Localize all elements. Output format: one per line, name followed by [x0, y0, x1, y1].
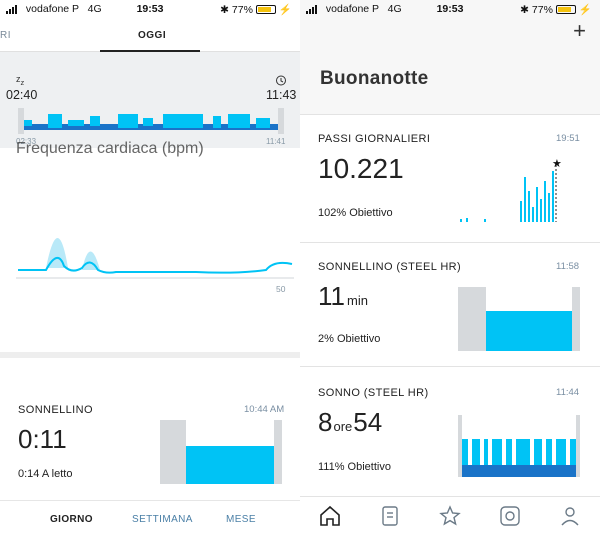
period-tabs: RI OGGI: [0, 22, 300, 52]
section-divider: [0, 352, 300, 358]
battery-percent: 77%: [231, 3, 253, 16]
sleep-start-time: 02:40: [6, 88, 38, 102]
sleep-zz-icon: zz: [16, 74, 25, 87]
nap-in-bed: 0:14 A letto: [18, 468, 73, 480]
sleep-hours-unit: ore: [333, 419, 353, 434]
right-screen: vodafone P 4G 19:53 ✱ 77% ⚡ + Buonanotte…: [300, 0, 600, 534]
sleep-label: SONNO (STEEL HR): [318, 387, 429, 399]
tab-previous[interactable]: RI: [0, 30, 11, 41]
sleep-axis-start: 02:33: [16, 137, 37, 146]
nap-chart: [458, 287, 580, 351]
star-icon[interactable]: [438, 504, 462, 528]
steps-card[interactable]: PASSI GIORNALIERI 19:51 10.221 102% Obie…: [300, 114, 600, 242]
nap-card[interactable]: SONNELLINO (STEEL HR) 11:58 11 min 2% Ob…: [300, 242, 600, 366]
sleep-band: zz 02:40 11:43 02:33 11:41: [0, 52, 300, 148]
charging-icon: ⚡: [278, 4, 292, 16]
battery-icon: [555, 5, 576, 14]
sleep-goal: 111% Obiettivo: [318, 461, 391, 473]
nap-chart: [160, 420, 282, 484]
nap-label: SONNELLINO: [18, 404, 93, 416]
bluetooth-icon: ✱: [520, 3, 529, 16]
goal-star-icon: ★: [552, 157, 562, 170]
nap-time: 11:58: [556, 261, 580, 272]
network-type: 4G: [387, 3, 402, 15]
tab-day[interactable]: GIORNO: [50, 514, 93, 525]
nap-time: 10:44 AM: [244, 404, 285, 415]
signal-icon: [6, 4, 17, 14]
signal-icon: [306, 4, 317, 14]
heart-axis-value: 50: [276, 284, 286, 294]
sleep-end-time: 11:43: [266, 88, 297, 102]
heart-rate-section: Frequenza cardiaca (bpm) 50: [0, 140, 300, 353]
sleep-card[interactable]: SONNO (STEEL HR) 11:44 8 ore 54 111% Obi…: [300, 366, 600, 496]
nap-value: 0:11: [18, 424, 67, 454]
network-type: 4G: [87, 3, 102, 15]
page-title: Buonanotte: [320, 68, 429, 89]
tab-week[interactable]: SETTIMANA: [132, 514, 193, 525]
carrier-name: vodafone P: [25, 3, 79, 15]
status-bar: vodafone P 4G 19:53 ✱ 77% ⚡: [300, 0, 600, 18]
nap-value: 11: [318, 281, 345, 311]
range-tabs: GIORNO SETTIMANA MESE: [0, 500, 300, 534]
heart-rate-title: Frequenza cardiaca (bpm): [16, 140, 204, 157]
nap-card[interactable]: SONNELLINO 10:44 AM 0:11 0:14 A letto: [0, 358, 300, 498]
steps-label: PASSI GIORNALIERI: [318, 133, 431, 145]
status-bar: vodafone P 4G 19:53 ✱ 77% ⚡: [0, 0, 300, 18]
steps-time: 19:51: [556, 133, 580, 144]
sleep-axis-end: 11:41: [266, 137, 286, 146]
sleep-minutes: 54: [353, 407, 383, 437]
tab-month[interactable]: MESE: [226, 514, 256, 525]
bottom-nav: [300, 496, 600, 534]
carrier-name: vodafone P: [325, 3, 379, 15]
alarm-clock-icon: [276, 75, 286, 86]
journal-icon[interactable]: [378, 504, 402, 528]
nap-unit: min: [347, 293, 368, 308]
battery-percent: 77%: [531, 3, 553, 16]
sleep-chart: [458, 415, 580, 477]
clock: 19:53: [436, 3, 464, 15]
charging-icon: ⚡: [578, 4, 592, 16]
steps-goal: 102% Obiettivo: [318, 207, 393, 219]
tab-underline: [100, 50, 200, 52]
bluetooth-icon: ✱: [220, 3, 229, 16]
steps-chart: ★: [460, 157, 562, 222]
tab-today[interactable]: OGGI: [138, 30, 167, 41]
nap-label: SONNELLINO (STEEL HR): [318, 261, 462, 273]
clock: 19:53: [136, 3, 164, 15]
sleep-time: 11:44: [556, 387, 580, 398]
nap-goal: 2% Obiettivo: [318, 333, 381, 345]
watch-icon[interactable]: [498, 504, 522, 528]
plus-icon[interactable]: +: [573, 18, 586, 43]
profile-icon[interactable]: [558, 504, 582, 528]
sleep-hours: 8: [318, 407, 333, 437]
home-icon[interactable]: [318, 504, 342, 528]
battery-icon: [255, 5, 276, 14]
left-screen: vodafone P 4G 19:53 ✱ 77% ⚡ RI OGGI zz 0…: [0, 0, 300, 534]
sleep-band-chart: [18, 108, 284, 134]
steps-value: 10.221: [318, 153, 404, 184]
heart-rate-chart: [16, 238, 294, 279]
